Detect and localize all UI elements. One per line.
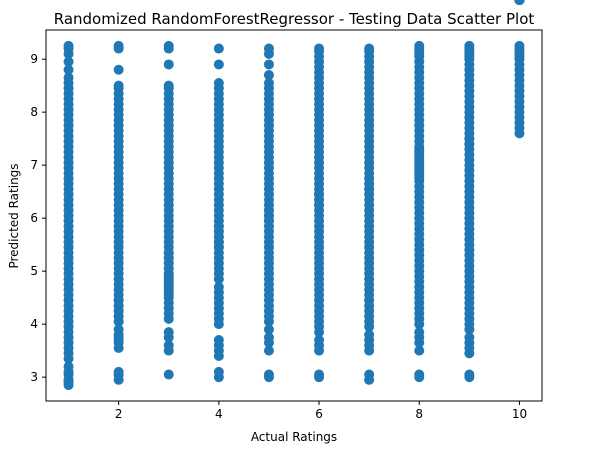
data-point bbox=[464, 369, 475, 380]
data-point bbox=[163, 247, 174, 258]
x-tick-label: 10 bbox=[512, 407, 527, 421]
x-tick-label: 6 bbox=[315, 407, 323, 421]
data-point bbox=[213, 43, 224, 54]
data-point bbox=[163, 271, 174, 282]
data-point bbox=[163, 340, 174, 351]
x-axis: 2 4 6 8 10 bbox=[115, 401, 527, 421]
data-point bbox=[263, 43, 274, 54]
data-point bbox=[213, 59, 224, 70]
data-point bbox=[414, 40, 425, 51]
data-point bbox=[314, 189, 325, 200]
x-axis-label: Actual Ratings bbox=[251, 430, 337, 444]
data-point bbox=[263, 324, 274, 335]
data-point bbox=[213, 221, 224, 232]
y-axis: 3 4 5 6 7 8 9 bbox=[30, 52, 46, 384]
data-point bbox=[113, 64, 124, 75]
data-point bbox=[314, 369, 325, 380]
data-point bbox=[263, 369, 274, 380]
data-point bbox=[464, 133, 475, 144]
y-tick-label: 9 bbox=[30, 52, 38, 66]
data-point bbox=[163, 80, 174, 91]
data-point bbox=[414, 144, 425, 155]
data-point bbox=[163, 59, 174, 70]
data-point bbox=[364, 369, 375, 380]
data-point bbox=[514, 0, 525, 5]
y-tick-label: 6 bbox=[30, 211, 38, 225]
data-point bbox=[314, 43, 325, 54]
data-point bbox=[113, 366, 124, 377]
data-point bbox=[213, 366, 224, 377]
data-point bbox=[514, 40, 525, 51]
data-point bbox=[263, 78, 274, 88]
data-point bbox=[464, 332, 475, 343]
data-point bbox=[213, 282, 224, 293]
data-point bbox=[163, 369, 174, 380]
data-point bbox=[263, 332, 274, 343]
data-point bbox=[464, 40, 475, 51]
data-point bbox=[163, 327, 174, 338]
data-point bbox=[63, 64, 74, 75]
data-point bbox=[63, 40, 74, 51]
y-tick-label: 3 bbox=[30, 370, 38, 384]
data-point bbox=[364, 43, 375, 54]
data-point bbox=[314, 335, 325, 346]
y-tick-label: 5 bbox=[30, 264, 38, 278]
data-point bbox=[63, 56, 74, 67]
data-point bbox=[213, 78, 224, 88]
data-point bbox=[263, 345, 274, 356]
data-point bbox=[414, 369, 425, 380]
data-point bbox=[263, 59, 274, 70]
x-tick-label: 8 bbox=[415, 407, 423, 421]
data-point bbox=[364, 329, 375, 340]
data-point bbox=[113, 324, 124, 335]
data-point bbox=[63, 72, 74, 83]
y-tick-label: 8 bbox=[30, 105, 38, 119]
x-tick-label: 2 bbox=[115, 407, 123, 421]
data-point bbox=[263, 205, 274, 216]
x-tick-label: 4 bbox=[215, 407, 223, 421]
data-point bbox=[113, 80, 124, 91]
y-axis-label: Predicted Ratings bbox=[7, 163, 21, 268]
y-tick-label: 7 bbox=[30, 158, 38, 172]
chart-title: Randomized RandomForestRegressor - Testi… bbox=[54, 10, 535, 28]
data-point bbox=[364, 178, 375, 189]
data-point bbox=[414, 345, 425, 356]
data-point bbox=[263, 70, 274, 81]
data-point bbox=[113, 40, 124, 51]
plot-frame bbox=[45, 29, 543, 402]
data-point bbox=[414, 327, 425, 338]
data-point bbox=[63, 361, 74, 372]
points-layer bbox=[63, 0, 525, 391]
data-point bbox=[213, 335, 224, 346]
data-point bbox=[163, 40, 174, 51]
y-tick-label: 4 bbox=[30, 317, 38, 331]
data-point bbox=[113, 295, 124, 306]
